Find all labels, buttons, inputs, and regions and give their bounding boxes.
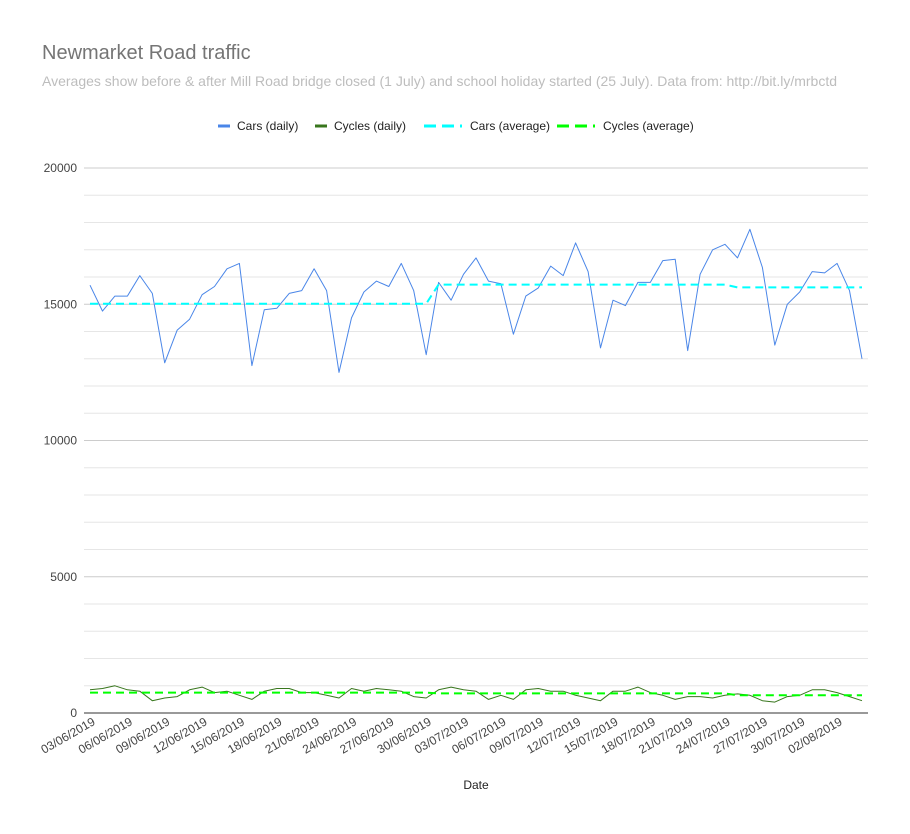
legend-label: Cycles (daily) — [334, 119, 406, 133]
y-tick-label: 5000 — [50, 570, 77, 584]
legend-item: Cycles (daily) — [315, 119, 406, 133]
y-tick-label: 0 — [70, 706, 77, 720]
y-tick-label: 20000 — [44, 161, 78, 175]
series-layer — [89, 228, 863, 703]
legend: Cars (daily) Cycles (daily) Cars (average)… — [218, 119, 694, 133]
series-line-cycles-daily — [89, 685, 863, 703]
chart-subtitle: Averages show before & after Mill Road b… — [42, 73, 837, 89]
legend-item: Cars (daily) — [218, 119, 298, 133]
legend-label: Cars (average) — [470, 119, 550, 133]
x-axis-title: Date — [463, 778, 489, 792]
y-tick-label: 15000 — [44, 297, 78, 311]
series-line-cars-daily — [89, 228, 863, 373]
chart-title: Newmarket Road traffic — [42, 42, 251, 64]
legend-item: Cycles (average) — [557, 119, 694, 133]
series-line-cars-average — [90, 283, 862, 305]
x-axis: 03/06/201906/06/201909/06/201912/06/2019… — [38, 714, 844, 756]
series-line-cycles-average — [90, 691, 862, 697]
y-axis: 0 5000 10000 15000 20000 — [44, 161, 78, 720]
legend-label: Cycles (average) — [603, 119, 694, 133]
y-tick-label: 10000 — [44, 434, 78, 448]
gridlines — [84, 167, 868, 687]
legend-item: Cars (average) — [424, 119, 550, 133]
legend-label: Cars (daily) — [237, 119, 298, 133]
